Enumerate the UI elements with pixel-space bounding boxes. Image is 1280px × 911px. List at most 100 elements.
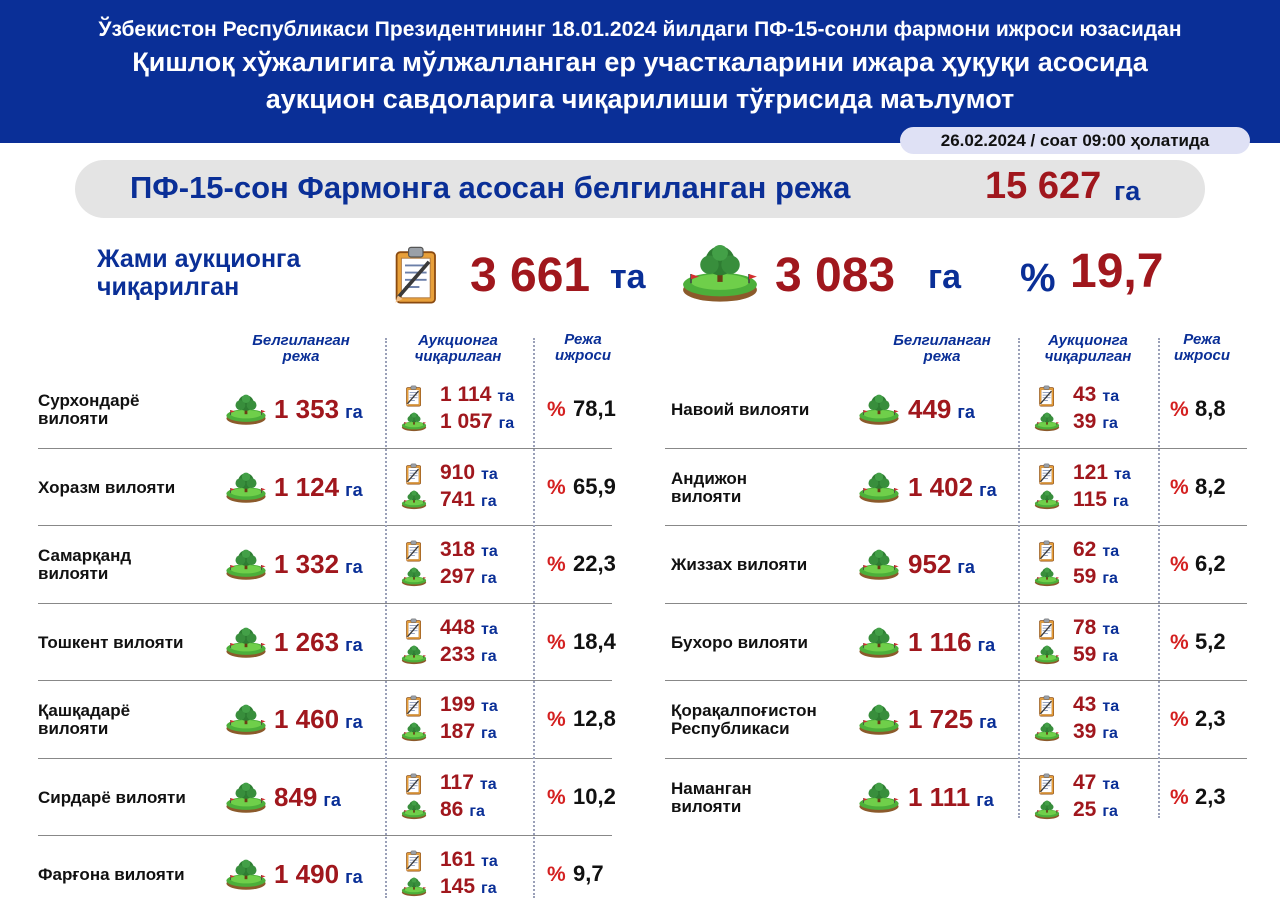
auction-area: 25 га [1073, 798, 1118, 822]
plan-value: 1 353 га [274, 394, 363, 425]
auction-area: 39 га [1073, 410, 1118, 434]
execution-percent: 18,4 [573, 628, 616, 654]
plan-unit: га [979, 479, 997, 500]
auction-count-unit: та [1102, 388, 1120, 405]
plan-value: 1 116 га [908, 627, 995, 658]
region-name-line1: Сирдарё вилояти [38, 787, 186, 807]
plan-number: 1 402 [908, 471, 974, 502]
auction-count: 121 та [1073, 461, 1131, 485]
col-header-plan-right: Белгиланган режа [877, 333, 1007, 365]
plan-value: 1 124 га [274, 472, 363, 503]
pct-symbol: % [547, 475, 566, 499]
col-header-exec-l1: Режа [1183, 331, 1221, 348]
region-name-line1: Навоий вилояти [671, 400, 810, 419]
auction-count-number: 910 [440, 460, 476, 484]
total-area-unit: га [928, 258, 962, 296]
plan-value: 1 263 га [274, 627, 363, 658]
pct-symbol: % [1170, 785, 1189, 809]
auction-count-number: 47 [1073, 770, 1097, 794]
total-pct-symbol: % [1020, 256, 1056, 300]
auction-area: 39 га [1073, 720, 1118, 744]
auction-area-unit: га [1102, 415, 1118, 432]
auction-count: 43 та [1073, 693, 1119, 717]
region-name-line2: вилояти [671, 796, 742, 816]
row-divider [665, 525, 1247, 527]
auction-area-number: 187 [440, 720, 476, 743]
land-plot-icon [225, 859, 267, 891]
auction-area: 115 га [1073, 488, 1128, 512]
auction-area-number: 25 [1073, 797, 1097, 821]
auction-area-number: 145 [440, 875, 476, 898]
clipboard-icon [405, 463, 423, 485]
land-plot-icon [1034, 490, 1060, 510]
plan-value: 1 111 га [908, 782, 994, 813]
plan-number: 449 [908, 394, 952, 424]
pct-symbol: % [1170, 630, 1189, 654]
clipboard-icon [405, 773, 423, 795]
execution-percent: 6,2 [1195, 551, 1226, 576]
auction-area: 1 057 га [440, 410, 514, 434]
land-plot-icon [858, 394, 900, 426]
plan-number: 952 [908, 549, 952, 579]
auction-area-unit: га [469, 802, 485, 820]
plan-unit: га [323, 789, 341, 810]
land-plot-icon [401, 800, 427, 820]
land-plot-icon [401, 645, 427, 665]
header-title-line2: аукцион савдоларига чиқарилиши тўғрисида… [265, 84, 1015, 114]
col-header-auction-right: Аукционга чиқарилган [1023, 333, 1153, 365]
pct-symbol: % [547, 553, 566, 576]
pct-symbol: % [547, 630, 566, 654]
region-name-line1: Сурхондарё [38, 391, 140, 410]
land-plot-icon [401, 412, 427, 432]
total-count-unit: та [610, 258, 646, 296]
auction-area-number: 115 [1073, 487, 1107, 511]
col-header-plan-left: Белгиланган режа [236, 333, 366, 365]
region-name-line2: вилояти [38, 719, 109, 738]
column-divider [533, 338, 535, 898]
land-plot-icon [225, 782, 267, 814]
land-plot-icon [401, 722, 427, 742]
total-area: 3 083 [775, 249, 896, 302]
auction-area-unit: га [481, 492, 497, 510]
execution-percent: 2,3 [1195, 706, 1226, 731]
col-header-plan-l1: Белгиланган [252, 332, 350, 349]
plan-value: 449 га [908, 394, 975, 425]
auction-area-unit: га [1112, 492, 1129, 510]
auction-count: 47 та [1073, 771, 1119, 795]
plan-unit: га [345, 557, 363, 577]
row-divider [38, 835, 612, 837]
pct-symbol: % [547, 708, 566, 731]
col-header-auction-l1: Аукционга [418, 332, 498, 349]
plan-unit: га [977, 634, 996, 655]
land-plot-icon [401, 877, 427, 897]
auction-area-unit: га [481, 880, 497, 897]
total-label-line1: Жами аукционга [97, 245, 301, 273]
plan-number: 1 353 [274, 394, 340, 424]
execution-percent: 2,3 [1195, 783, 1226, 809]
auction-area-number: 297 [440, 565, 476, 588]
region-name-line1: Фарғона вилояти [38, 865, 185, 884]
auction-count-number: 43 [1073, 383, 1097, 406]
clipboard-icon [1038, 773, 1056, 795]
col-header-exec-right: Режа ижроси [1137, 332, 1267, 364]
plan-value: 1 725 га [908, 704, 997, 735]
plan-unit: га [345, 867, 363, 887]
auction-count: 1 114 та [440, 383, 514, 407]
region-name-line1: Наманган [671, 778, 752, 798]
auction-area: 297 га [440, 565, 497, 589]
land-plot-icon [1034, 645, 1060, 665]
auction-area-unit: га [481, 647, 497, 665]
land-plot-icon [1034, 567, 1060, 587]
plan-value: 15 627 [985, 165, 1102, 207]
auction-count: 161 та [440, 848, 498, 872]
plan-unit: га [957, 402, 975, 422]
auction-area-unit: га [481, 725, 497, 742]
land-plot-icon [225, 394, 267, 426]
plan-number: 1 460 [274, 704, 340, 734]
clipboard-icon [405, 850, 423, 872]
execution-percent: 65,9 [573, 473, 616, 499]
auction-area-unit: га [1102, 802, 1118, 820]
col-header-auction-left: Аукционга чиқарилган [393, 333, 523, 365]
auction-count-unit: та [497, 388, 515, 405]
auction-count-unit: та [481, 465, 498, 483]
